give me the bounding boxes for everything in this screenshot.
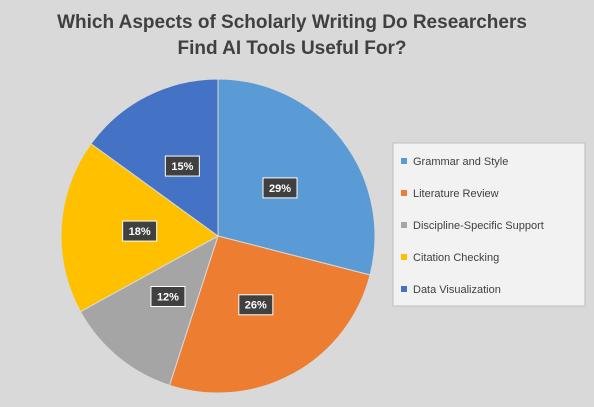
pie-slice: [79, 234, 219, 386]
legend-marker: [401, 222, 407, 228]
legend-box: [392, 142, 586, 307]
legend-marker: [401, 158, 407, 164]
legend-label: Citation Checking: [413, 252, 499, 264]
pie-slice: [217, 78, 376, 276]
data-label: 15%: [171, 161, 193, 173]
legend-label: Discipline-Specific Support: [413, 220, 544, 232]
data-label: 29%: [269, 183, 291, 195]
legend-marker: [401, 254, 407, 260]
legend-label: Literature Review: [413, 188, 499, 200]
data-label-box: [262, 177, 298, 199]
data-label: 26%: [245, 300, 267, 312]
pie-slice: [90, 78, 219, 237]
data-label-box: [122, 220, 158, 242]
data-label-box: [164, 155, 200, 177]
chart-title: Which Aspects of Scholarly Writing Do Re…: [57, 12, 527, 59]
data-label: 12%: [157, 291, 179, 303]
data-label-box: [150, 285, 186, 307]
data-label: 18%: [129, 226, 151, 238]
legend-label: Data Visualization: [413, 284, 501, 296]
legend-label: Grammar and Style: [413, 156, 508, 168]
data-label-box: [238, 294, 274, 316]
legend-marker: [401, 286, 407, 292]
legend-marker: [401, 190, 407, 196]
